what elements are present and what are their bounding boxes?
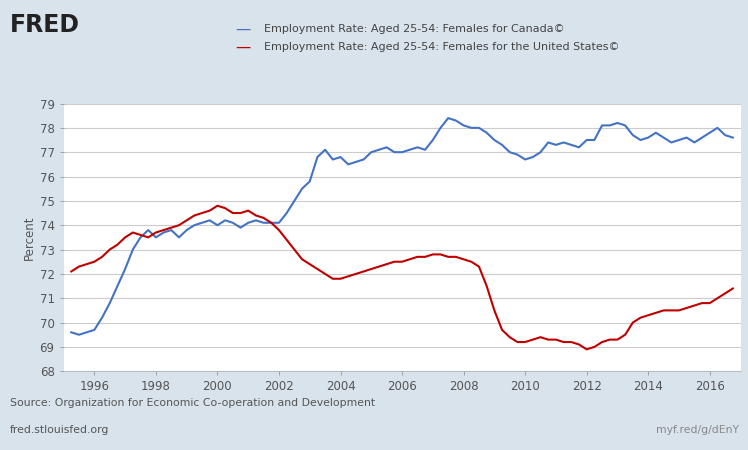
Text: Employment Rate: Aged 25-54: Females for Canada©: Employment Rate: Aged 25-54: Females for…: [264, 24, 565, 34]
Text: FRED: FRED: [10, 14, 80, 37]
Y-axis label: Percent: Percent: [22, 215, 35, 260]
Text: —: —: [236, 40, 251, 55]
Text: Employment Rate: Aged 25-54: Females for the United States©: Employment Rate: Aged 25-54: Females for…: [264, 42, 619, 52]
Text: Source: Organization for Economic Co-operation and Development: Source: Organization for Economic Co-ope…: [10, 398, 375, 408]
Text: myf.red/g/dEnY: myf.red/g/dEnY: [656, 425, 739, 435]
Text: —: —: [236, 22, 251, 37]
Text: fred.stlouisfed.org: fred.stlouisfed.org: [10, 425, 109, 435]
